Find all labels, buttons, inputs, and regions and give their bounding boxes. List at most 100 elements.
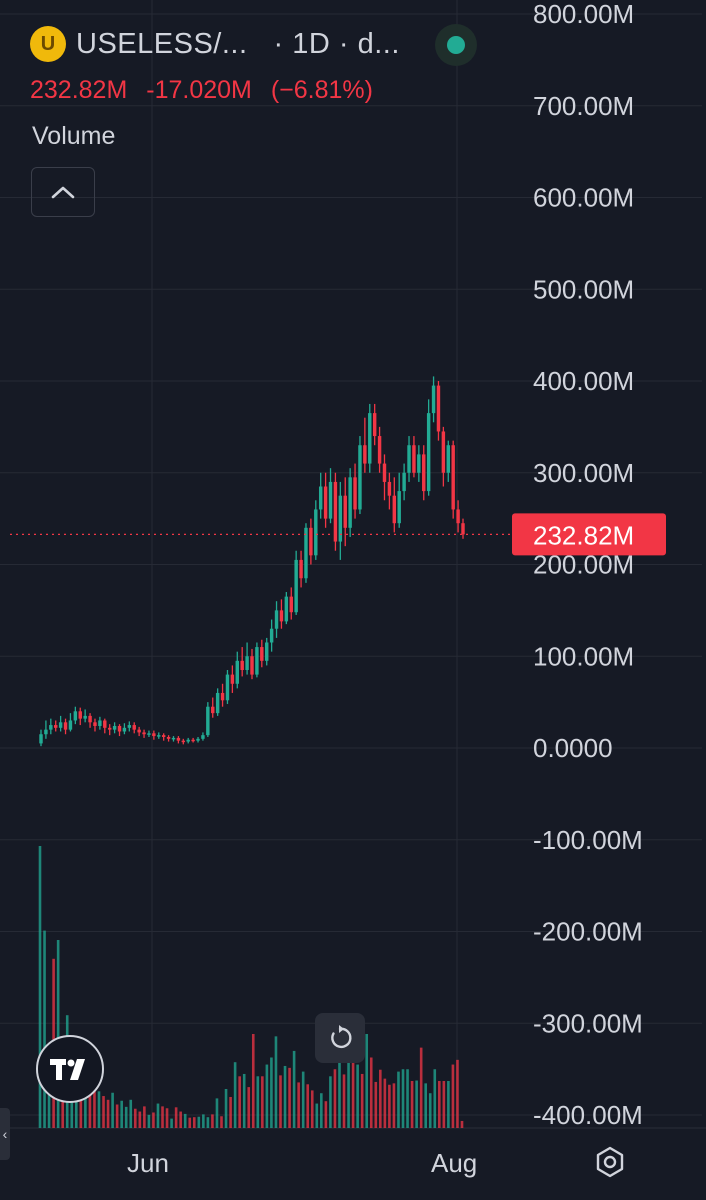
candle-body xyxy=(422,454,426,492)
volume-bar xyxy=(161,1106,164,1128)
interval-label[interactable]: · 1D · d... xyxy=(273,27,400,60)
candle-body xyxy=(191,739,195,742)
symbol-name[interactable]: USELESS/... xyxy=(76,27,248,60)
candle-body xyxy=(171,737,176,740)
volume-bar xyxy=(301,1071,305,1128)
volume-bar xyxy=(215,1098,219,1128)
candle-body xyxy=(152,733,156,737)
candle-body xyxy=(314,509,318,556)
candle-body xyxy=(397,491,401,524)
candle-body xyxy=(176,737,181,741)
candle-body xyxy=(127,725,132,728)
reset-chart-icon xyxy=(331,1025,352,1049)
volume-bar xyxy=(170,1118,173,1128)
y-tick-label: -400.00M xyxy=(533,1100,643,1130)
last-price-badge-label: 232.82M xyxy=(533,520,634,550)
candle-body xyxy=(54,725,58,728)
coin-icon-letter: U xyxy=(40,32,56,55)
price-row: 232.82M -17.020M (−6.81%) xyxy=(30,76,385,105)
candle-body xyxy=(289,596,293,613)
volume-bar xyxy=(383,1078,387,1128)
candle-body xyxy=(279,610,284,622)
volume-bar xyxy=(247,1087,251,1128)
volume-bar xyxy=(93,1076,96,1128)
candle-body xyxy=(161,735,166,737)
volume-bar xyxy=(43,930,46,1128)
x-tick-label-aug: Aug xyxy=(431,1148,478,1178)
volume-bars xyxy=(38,846,464,1128)
volume-bar xyxy=(392,1083,396,1128)
volume-bar xyxy=(261,1076,264,1128)
volume-bar xyxy=(183,1113,187,1128)
candle-body xyxy=(240,660,244,671)
candle-body xyxy=(284,596,289,622)
candle-body xyxy=(265,642,269,661)
volume-bar xyxy=(120,1100,123,1128)
candle-body xyxy=(63,722,68,730)
chart-grid xyxy=(0,0,706,1129)
volume-bar xyxy=(379,1069,382,1128)
candle-body xyxy=(98,720,102,726)
volume-bar xyxy=(188,1117,192,1128)
volume-bar xyxy=(324,1101,328,1128)
candle-body xyxy=(353,477,357,510)
candle-body xyxy=(157,735,161,737)
volume-bar xyxy=(229,1096,232,1128)
candle-body xyxy=(73,711,78,721)
candle-body xyxy=(44,729,48,735)
symbol-row[interactable]: U USELESS/... · 1D · d... xyxy=(30,26,400,62)
x-tick-label-jun: Jun xyxy=(127,1148,169,1178)
volume-bar xyxy=(143,1106,146,1128)
candle-body xyxy=(323,486,328,519)
volume-bar xyxy=(202,1114,205,1128)
volume-bar xyxy=(165,1108,169,1128)
candle-body xyxy=(441,431,446,473)
last-price: 232.82M xyxy=(30,76,128,104)
volume-bar xyxy=(442,1081,446,1128)
candle-body xyxy=(186,739,190,742)
y-tick-label: 800.00M xyxy=(533,0,634,29)
candle-body xyxy=(363,445,367,464)
volume-bar xyxy=(447,1081,450,1128)
settings-button[interactable] xyxy=(592,1144,628,1180)
volume-bar xyxy=(283,1065,287,1128)
candle-body xyxy=(196,738,200,741)
candle-body xyxy=(358,445,362,510)
y-tick-label: 0.0000 xyxy=(533,733,613,763)
volume-bar xyxy=(38,846,42,1128)
candle-body xyxy=(107,727,112,730)
volume-bar xyxy=(369,1057,373,1128)
volume-bar xyxy=(315,1103,319,1128)
volume-indicator-label[interactable]: Volume xyxy=(32,122,116,150)
candle-body xyxy=(132,725,136,730)
volume-bar xyxy=(88,1081,92,1128)
collapse-button[interactable] xyxy=(31,167,95,217)
volume-bar xyxy=(270,1057,273,1128)
volume-bar xyxy=(233,1062,237,1128)
side-panel-toggle[interactable]: ‹ xyxy=(0,1108,10,1160)
candle-body xyxy=(83,715,87,719)
reset-chart-button[interactable] xyxy=(315,1013,365,1063)
volume-bar xyxy=(438,1081,441,1128)
time-axis[interactable]: Jun Aug xyxy=(0,1140,706,1200)
volume-bar xyxy=(306,1084,310,1128)
volume-bar xyxy=(320,1093,323,1128)
volume-bar xyxy=(147,1114,151,1128)
volume-bar xyxy=(292,1050,296,1128)
market-status-icon[interactable] xyxy=(435,24,477,66)
volume-bar xyxy=(333,1069,337,1128)
candle-body xyxy=(235,660,239,684)
candle-body xyxy=(201,735,205,739)
candle-body xyxy=(436,385,441,432)
volume-bar xyxy=(360,1073,364,1128)
candle-body xyxy=(225,674,230,701)
volume-bar xyxy=(388,1084,391,1128)
candle-body xyxy=(215,692,220,714)
candle-body xyxy=(333,481,338,542)
candle-body xyxy=(446,445,450,473)
chevron-left-icon: ‹ xyxy=(2,1126,8,1142)
tradingview-logo[interactable] xyxy=(36,1035,104,1103)
candle-body xyxy=(211,706,215,714)
volume-bar xyxy=(451,1064,455,1128)
